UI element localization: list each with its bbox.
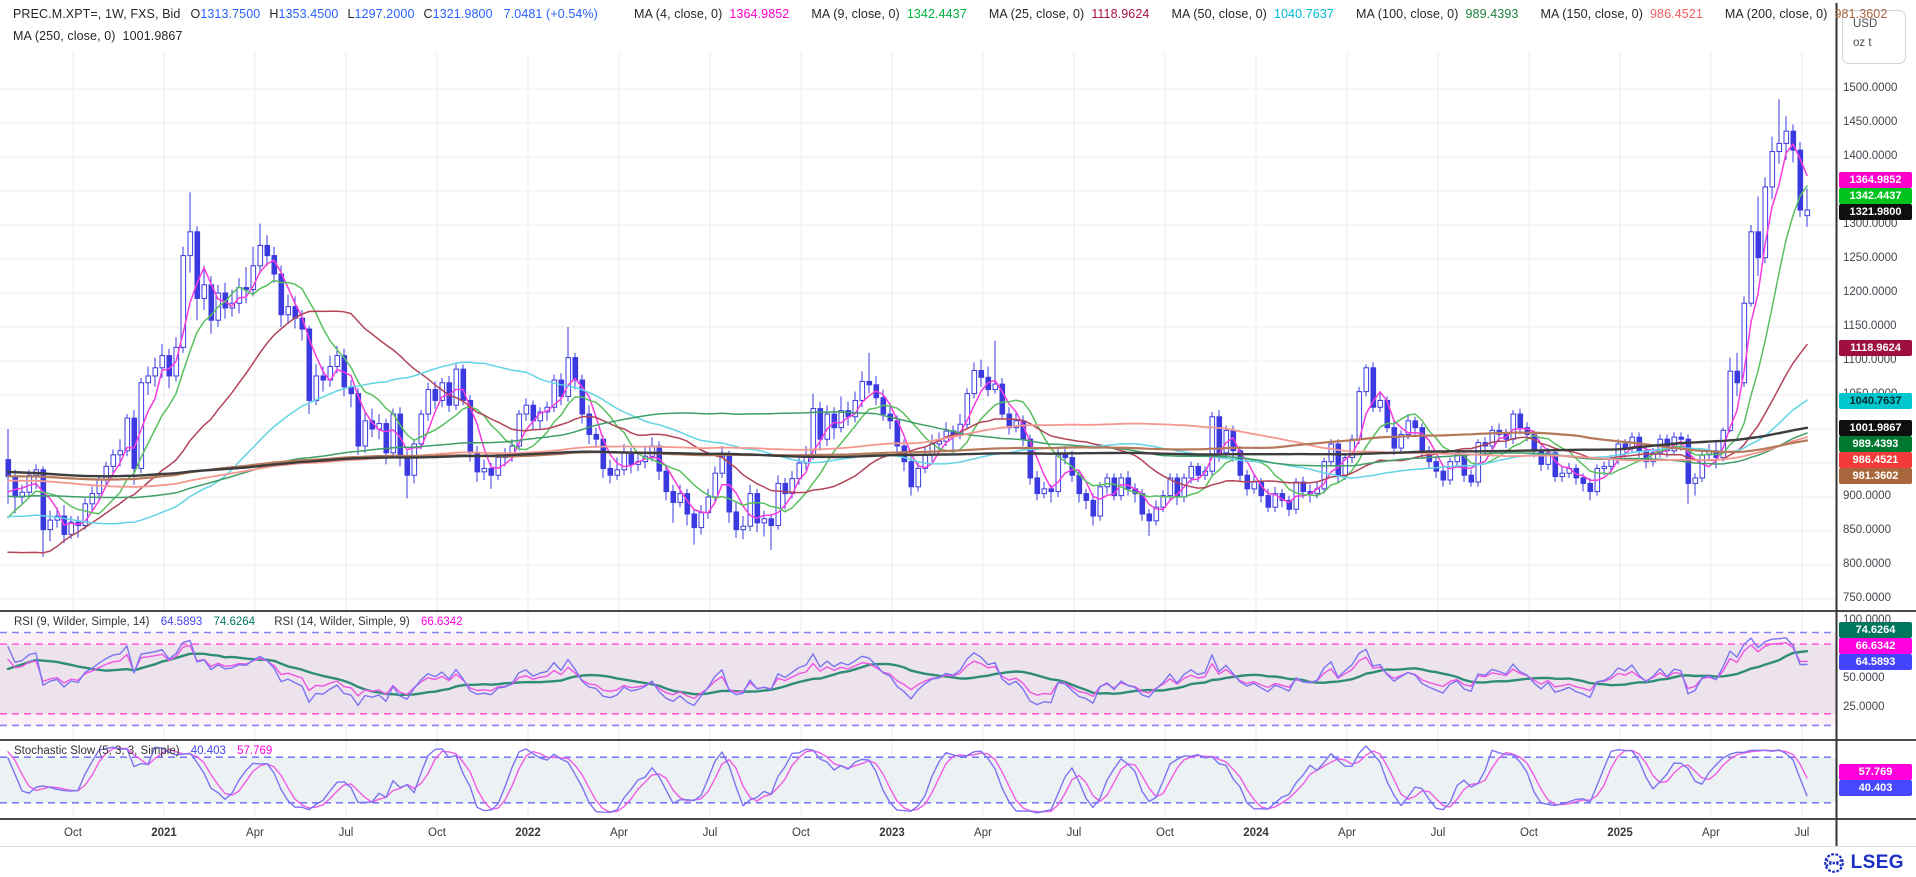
ma-legend-1000: MA (100, close, 0) 989.4393	[1355, 7, 1519, 21]
ohlc-o: O1313.7500	[190, 7, 261, 21]
ma-legend-2000: MA (200, close, 0) 981.3602	[1724, 7, 1888, 21]
ma200-badge: 981.3602	[1839, 468, 1912, 484]
stoch-d-badge: 57.769	[1839, 764, 1912, 780]
time-tick-label: Oct	[792, 827, 810, 839]
stochastic-label: Stochastic Slow (5, 3, 3, Simple)	[14, 745, 180, 757]
price-tick-label: 1450.0000	[1843, 116, 1898, 128]
stochastic-k-value: 40.403	[190, 745, 226, 757]
time-tick-label: Apr	[974, 827, 992, 839]
ma-legend-500: MA (50, close, 0) 1040.7637	[1171, 7, 1334, 21]
ma9-badge: 1342.4437	[1839, 188, 1912, 204]
time-tick-label: 2024	[1243, 827, 1269, 839]
ohlc-h: H1353.4500	[269, 7, 339, 21]
ma-legend-items: MA (4, close, 0) 1364.9852 MA (9, close, 0…	[612, 7, 1887, 21]
rsi-ma-badge: 74.6264	[1839, 622, 1912, 638]
ma250-badge: 1001.9867	[1839, 420, 1912, 436]
chart-legend-line1: PREC.M.XPT=, 1W, FXS, Bid O1313.7500 H135…	[13, 7, 1887, 21]
rsi-tick-label: 25.0000	[1843, 701, 1885, 713]
price-tick-label: 1100.0000	[1843, 354, 1897, 366]
lseg-swirl-icon	[1823, 853, 1844, 873]
price-tick-label: 1200.0000	[1843, 286, 1898, 298]
price-tick-label: 1150.0000	[1843, 320, 1897, 332]
time-tick-label: Oct	[1520, 827, 1538, 839]
ma100-badge: 989.4393	[1839, 436, 1912, 452]
rsi9-label: RSI (9, Wilder, Simple, 14)	[14, 616, 150, 628]
price-tick-label: 900.0000	[1843, 490, 1891, 502]
rsi-tick-label: 50.0000	[1843, 672, 1885, 684]
ma250-legend-item: MA (250, close, 0) 1001.9867	[13, 29, 183, 43]
rsi14-value: 66.6342	[420, 616, 463, 628]
rsi-pane-label[interactable]: RSI (9, Wilder, Simple, 14) 64.5893 74.6…	[14, 616, 463, 628]
stochastic-pane-label[interactable]: Stochastic Slow (5, 3, 3, Simple) 40.403…	[14, 745, 272, 757]
ma-legend-90: MA (9, close, 0) 1342.4437	[811, 7, 967, 21]
ma-legend-250: MA (25, close, 0) 1118.9624	[988, 7, 1150, 21]
stochastic-d-value: 57.769	[237, 745, 273, 757]
stoch-k-badge: 40.403	[1839, 780, 1912, 796]
time-tick-label: Jul	[1794, 827, 1810, 839]
price-tick-label: 750.0000	[1843, 592, 1891, 604]
time-tick-label: Apr	[1702, 827, 1720, 839]
ohlc-values: O1313.7500 H1353.4500 L1297.2000 C1321.9800	[190, 7, 501, 21]
time-tick-label: 2022	[515, 827, 541, 839]
price-tick-label: 1400.0000	[1843, 150, 1898, 162]
time-tick-label: 2021	[151, 827, 177, 839]
ohlc-c: C1321.9800	[423, 7, 493, 21]
time-tick-label: Apr	[1338, 827, 1356, 839]
change-value: 7.0481 (+0.54%)	[503, 7, 598, 21]
ma50-badge: 1040.7637	[1839, 393, 1912, 409]
rsi9-ma-value: 74.6264	[213, 616, 256, 628]
time-tick-label: 2025	[1607, 827, 1633, 839]
ohlc-l: L1297.2000	[347, 7, 415, 21]
rsi9-badge: 64.5893	[1839, 654, 1912, 670]
time-tick-label: Apr	[610, 827, 628, 839]
time-tick-label: Apr	[246, 827, 264, 839]
price-tick-label: 1500.0000	[1843, 82, 1898, 94]
time-tick-label: Oct	[64, 827, 82, 839]
time-tick-label: Jul	[702, 827, 718, 839]
currency-unit-label: USD	[1853, 18, 1878, 30]
rsi9-value: 64.5893	[160, 616, 203, 628]
symbol-title: PREC.M.XPT=, 1W, FXS, Bid	[13, 7, 181, 21]
ma-legend-2500: MA (250, close, 0) 1001.9867	[13, 29, 183, 43]
lseg-logo: LSEG	[1822, 851, 1904, 875]
chart-legend-line2: MA (250, close, 0) 1001.9867	[13, 29, 183, 43]
ma25-badge: 1118.9624	[1839, 340, 1912, 356]
rsi14-badge: 66.6342	[1839, 638, 1912, 654]
price-tick-label: 850.0000	[1843, 524, 1891, 536]
axis-unit-box[interactable]: USD oz t	[1842, 10, 1906, 64]
time-tick-label: Jul	[1430, 827, 1446, 839]
ma150-badge: 986.4521	[1839, 452, 1912, 468]
time-tick-label: Jul	[338, 827, 354, 839]
time-tick-label: Jul	[1066, 827, 1082, 839]
weight-unit-label: oz t	[1853, 37, 1872, 49]
time-tick-label: Oct	[428, 827, 446, 839]
time-tick-label: Oct	[1156, 827, 1174, 839]
lseg-wordmark: LSEG	[1850, 852, 1904, 873]
rsi14-label: RSI (14, Wilder, Simple, 9)	[274, 616, 410, 628]
price-tick-label: 1300.0000	[1843, 218, 1898, 230]
ma4-badge: 1364.9852	[1839, 172, 1912, 188]
price-tick-label: 800.0000	[1843, 558, 1891, 570]
time-tick-label: 2023	[879, 827, 905, 839]
last-price-badge: 1321.9800	[1839, 204, 1912, 220]
price-tick-label: 1250.0000	[1843, 252, 1898, 264]
ma-legend-1500: MA (150, close, 0) 986.4521	[1540, 7, 1703, 21]
ma-legend-40: MA (4, close, 0) 1364.9852	[633, 7, 790, 21]
